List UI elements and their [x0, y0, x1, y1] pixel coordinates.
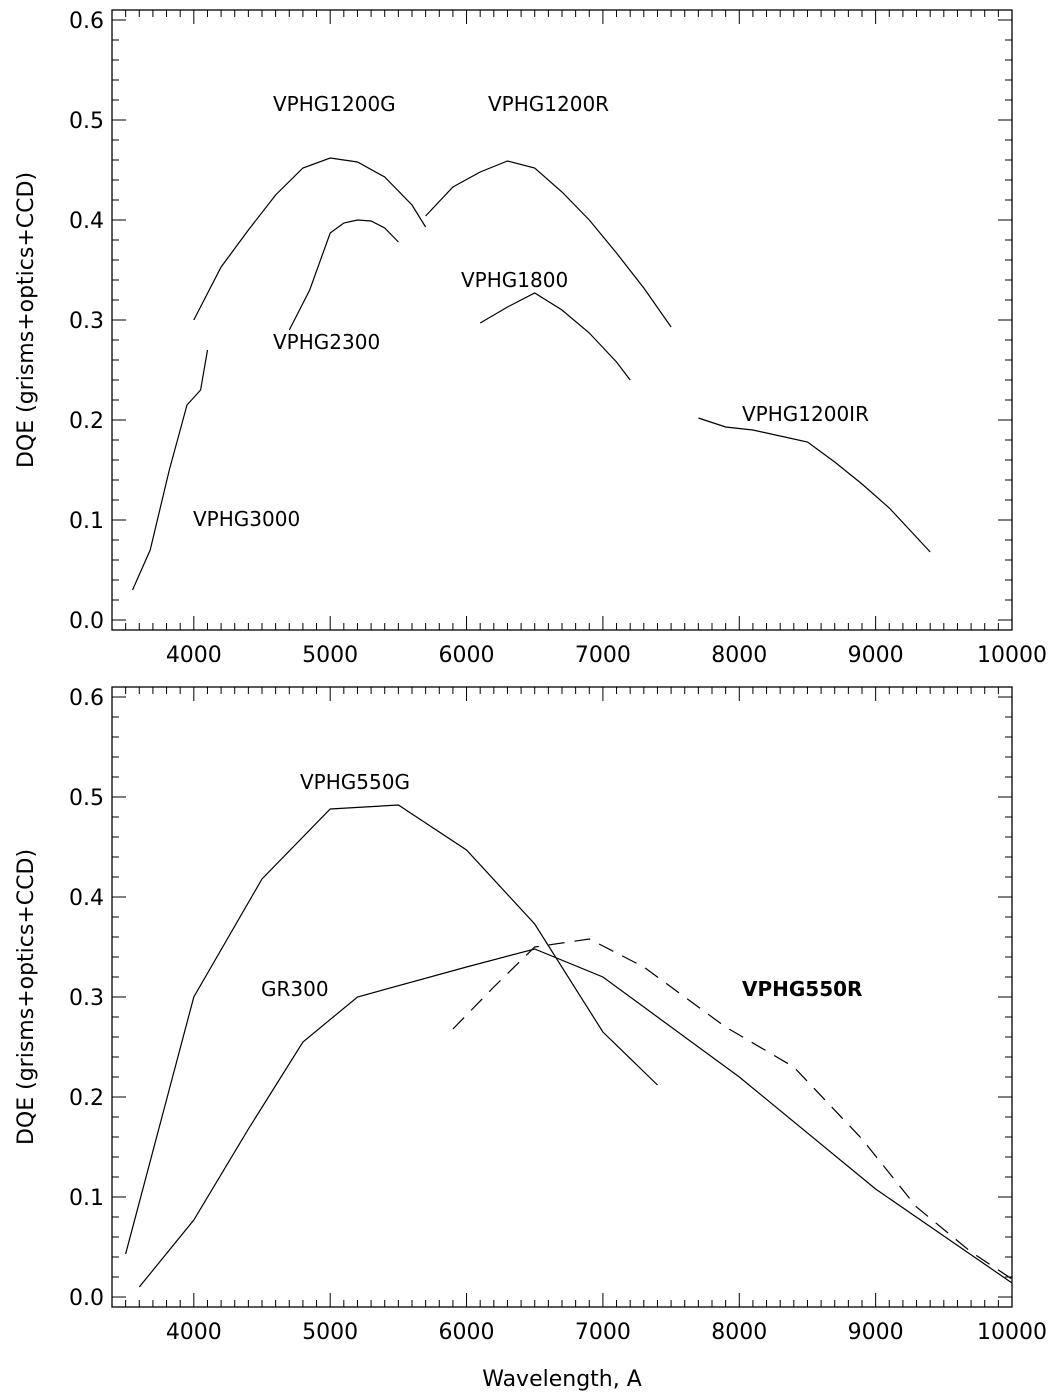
y-tick-label: 0.2 [69, 409, 104, 434]
x-tick-label: 10000 [977, 643, 1047, 668]
y-tick-label: 0.0 [69, 609, 104, 634]
y-tick-label: 0.3 [69, 986, 104, 1011]
y-tick-label: 0.2 [69, 1086, 104, 1111]
x-tick-label: 8000 [711, 643, 767, 668]
y-tick-label: 0.1 [69, 1186, 104, 1211]
x-tick-label: 10000 [977, 1320, 1047, 1345]
y-tick-label: 0.1 [69, 509, 104, 534]
y-tick-label: 0.3 [69, 309, 104, 334]
bottom-series [125, 804, 1013, 1288]
bottom-y-axis-title: DQE (grisms+optics+CCD) [14, 849, 39, 1145]
series-label-vphg550r: VPHG550R [742, 977, 862, 1001]
y-tick-label: 0.0 [69, 1286, 104, 1311]
y-tick-label: 0.6 [69, 9, 104, 34]
series-label-vphg1200r: VPHG1200R [488, 92, 609, 116]
x-axis-title: Wavelength, A [482, 1367, 642, 1392]
top-series [131, 157, 931, 591]
series-line-vphg1200r [425, 160, 672, 328]
series-label-vphg1200g: VPHG1200G [273, 92, 396, 116]
bottom-axis-ticks: 4000 5000 6000 7000 8000 9000 10000 0.0 0.1 0.2 0.… [69, 686, 1047, 1345]
series-line-vphg1800 [479, 292, 631, 381]
x-tick-label: 5000 [302, 1320, 358, 1345]
bottom-plot-frame [111, 686, 1013, 1308]
bottom-panel: DQE (grisms+optics+CCD) Wavelength, A 40… [14, 686, 1047, 1392]
series-label-vphg2300: VPHG2300 [273, 330, 380, 354]
y-tick-label: 0.6 [69, 686, 104, 711]
y-tick-label: 0.5 [69, 109, 104, 134]
series-label-vphg1800: VPHG1800 [461, 268, 568, 292]
top-axis-ticks: 4000 5000 6000 7000 8000 9000 10000 0.0 0.1 0.2 0.… [69, 9, 1047, 668]
y-tick-label: 0.4 [69, 209, 104, 234]
x-tick-label: 7000 [575, 643, 631, 668]
x-tick-label: 9000 [848, 643, 904, 668]
x-tick-label: 5000 [302, 643, 358, 668]
x-tick-label: 9000 [848, 1320, 904, 1345]
top-panel: DQE (grisms+optics+CCD) 4000 5000 6000 7000… [14, 9, 1047, 668]
x-tick-label: 4000 [166, 643, 222, 668]
series-line-gr300 [138, 948, 1013, 1288]
x-tick-label: 6000 [439, 1320, 495, 1345]
x-tick-label: 8000 [711, 1320, 767, 1345]
x-tick-label: 4000 [166, 1320, 222, 1345]
x-tick-label: 7000 [575, 1320, 631, 1345]
series-line-vphg550g [125, 804, 658, 1255]
series-line-vphg1200g [193, 157, 427, 321]
series-label-vphg1200ir: VPHG1200IR [742, 402, 869, 426]
series-line-vphg1200ir [698, 417, 931, 553]
series-line-vphg2300 [288, 219, 399, 331]
series-label-gr300: GR300 [261, 977, 329, 1001]
series-line-vphg550r [452, 938, 1013, 1280]
series-label-vphg3000: VPHG3000 [193, 507, 300, 531]
series-label-vphg550g: VPHG550G [300, 770, 410, 794]
top-y-axis-title: DQE (grisms+optics+CCD) [14, 172, 39, 468]
y-tick-label: 0.5 [69, 786, 104, 811]
y-tick-label: 0.4 [69, 886, 104, 911]
series-line-vphg3000 [131, 349, 209, 591]
x-tick-label: 6000 [439, 643, 495, 668]
